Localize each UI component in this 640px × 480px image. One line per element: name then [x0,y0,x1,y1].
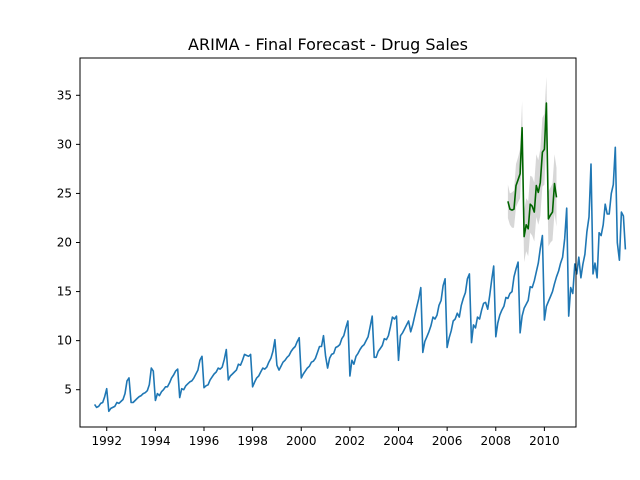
x-tick-label: 1996 [189,434,220,448]
y-tick-label: 35 [57,88,72,102]
x-tick-label: 1992 [91,434,122,448]
x-tick-label: 2004 [383,434,414,448]
x-tick-label: 1994 [140,434,171,448]
x-tick-label: 2002 [335,434,366,448]
x-tick-label: 2006 [432,434,463,448]
x-tick-label: 1998 [237,434,268,448]
y-tick-label: 30 [57,137,72,151]
forecast-line [507,102,558,238]
y-tick-label: 15 [57,285,72,299]
plot-frame [79,57,577,428]
y-tick-label: 5 [64,383,72,397]
axes: 1992 1994 1996 1998 2000 2002 2004 2006 2008 2010… [57,88,560,448]
x-tick-label: 2000 [286,434,317,448]
x-tick-label: 2008 [480,434,511,448]
x-tick-label: 2010 [529,434,560,448]
chart-title: ARIMA - Final Forecast - Drug Sales [188,35,468,54]
y-tick-label: 25 [57,186,72,200]
confidence-band [507,76,557,263]
plot-area [93,76,627,413]
y-tick-label: 20 [57,236,72,250]
observed-line [93,146,627,413]
y-tick-label: 10 [57,334,72,348]
